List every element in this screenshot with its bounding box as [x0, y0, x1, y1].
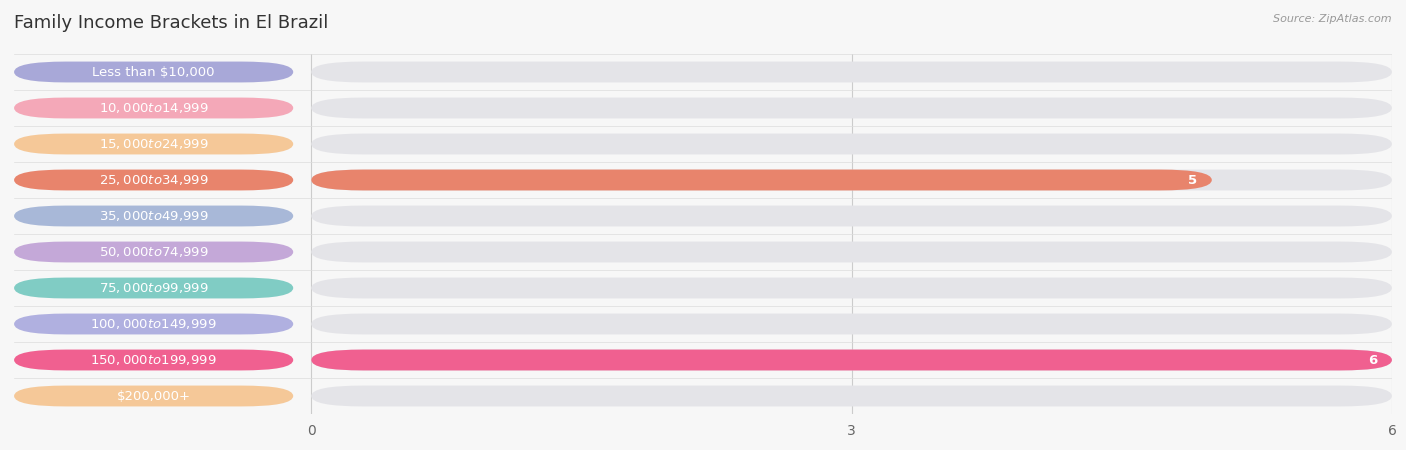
Text: $50,000 to $74,999: $50,000 to $74,999 — [98, 245, 208, 259]
Text: $15,000 to $24,999: $15,000 to $24,999 — [98, 137, 208, 151]
Text: $150,000 to $199,999: $150,000 to $199,999 — [90, 353, 217, 367]
Text: $100,000 to $149,999: $100,000 to $149,999 — [90, 317, 217, 331]
FancyBboxPatch shape — [14, 242, 294, 262]
FancyBboxPatch shape — [311, 134, 1392, 154]
FancyBboxPatch shape — [311, 206, 1392, 226]
FancyBboxPatch shape — [14, 206, 294, 226]
FancyBboxPatch shape — [311, 242, 1392, 262]
FancyBboxPatch shape — [311, 278, 1392, 298]
Text: 6: 6 — [1368, 354, 1378, 366]
Text: Family Income Brackets in El Brazil: Family Income Brackets in El Brazil — [14, 14, 329, 32]
Text: Source: ZipAtlas.com: Source: ZipAtlas.com — [1274, 14, 1392, 23]
Text: $10,000 to $14,999: $10,000 to $14,999 — [98, 101, 208, 115]
FancyBboxPatch shape — [311, 170, 1392, 190]
FancyBboxPatch shape — [311, 62, 1392, 82]
FancyBboxPatch shape — [311, 350, 1392, 370]
FancyBboxPatch shape — [14, 350, 294, 370]
FancyBboxPatch shape — [311, 98, 1392, 118]
FancyBboxPatch shape — [311, 350, 1392, 370]
FancyBboxPatch shape — [14, 386, 294, 406]
FancyBboxPatch shape — [311, 314, 1392, 334]
Text: Less than $10,000: Less than $10,000 — [93, 66, 215, 78]
FancyBboxPatch shape — [311, 170, 1212, 190]
FancyBboxPatch shape — [311, 386, 1392, 406]
Text: 5: 5 — [1188, 174, 1198, 186]
Text: $75,000 to $99,999: $75,000 to $99,999 — [98, 281, 208, 295]
FancyBboxPatch shape — [14, 134, 294, 154]
Text: $200,000+: $200,000+ — [117, 390, 191, 402]
FancyBboxPatch shape — [14, 62, 294, 82]
Text: $25,000 to $34,999: $25,000 to $34,999 — [98, 173, 208, 187]
FancyBboxPatch shape — [14, 98, 294, 118]
FancyBboxPatch shape — [14, 314, 294, 334]
FancyBboxPatch shape — [14, 170, 294, 190]
FancyBboxPatch shape — [14, 278, 294, 298]
Text: $35,000 to $49,999: $35,000 to $49,999 — [98, 209, 208, 223]
